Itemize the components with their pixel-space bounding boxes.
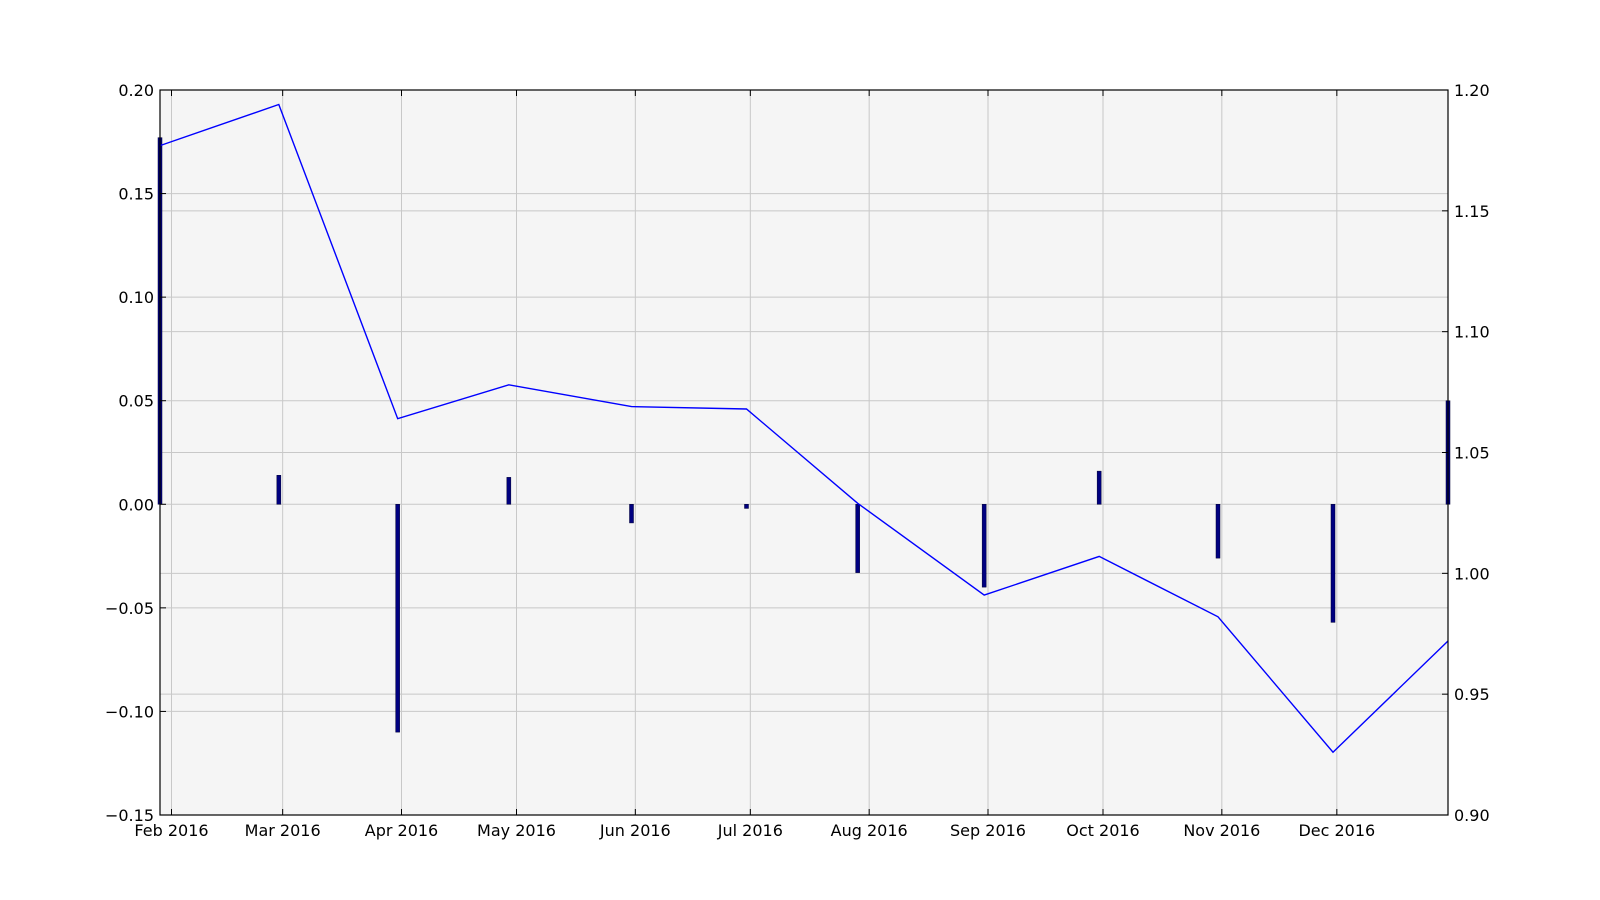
y-left-tick-label: −0.15 bbox=[105, 806, 154, 825]
y-left-tick-label: 0.20 bbox=[118, 81, 154, 100]
x-tick-label: Aug 2016 bbox=[831, 821, 908, 840]
y-right-tick-label: 1.15 bbox=[1454, 202, 1490, 221]
axis-ticks: Feb 2016 Mar 2016 Apr 2016 May 2016 Jun 2016… bbox=[105, 81, 1490, 840]
x-tick-label: Mar 2016 bbox=[245, 821, 321, 840]
bar-7 bbox=[981, 504, 987, 588]
y-left-tick-label: 0.10 bbox=[118, 288, 154, 307]
bar-2 bbox=[395, 504, 400, 733]
line-series bbox=[159, 103, 1449, 754]
y-right-tick-label: 0.90 bbox=[1454, 806, 1490, 825]
y-left-tick-label: 0.15 bbox=[118, 185, 154, 204]
x-tick-label: Jul 2016 bbox=[717, 821, 783, 840]
x-tick-label: Sep 2016 bbox=[950, 821, 1026, 840]
y-right-tick-label: 1.10 bbox=[1454, 323, 1490, 342]
x-tick-label: Oct 2016 bbox=[1066, 821, 1139, 840]
x-tick-label: Nov 2016 bbox=[1183, 821, 1260, 840]
x-tick-label: Feb 2016 bbox=[134, 821, 208, 840]
bar-1 bbox=[276, 475, 282, 505]
bar-6 bbox=[855, 504, 860, 573]
y-left-tick-label: −0.05 bbox=[105, 599, 154, 618]
y-right-tick-label: 0.95 bbox=[1454, 685, 1490, 704]
y-right-tick-label: 1.05 bbox=[1454, 444, 1490, 463]
y-left-tick-label: 0.00 bbox=[118, 495, 154, 514]
y-right-tick-label: 1.00 bbox=[1454, 564, 1490, 583]
y-right-tick-label: 1.20 bbox=[1454, 81, 1490, 100]
x-tick-label: May 2016 bbox=[477, 821, 556, 840]
x-tick-label: Apr 2016 bbox=[365, 821, 438, 840]
bar-8 bbox=[1096, 470, 1102, 505]
x-tick-label: Jun 2016 bbox=[599, 821, 671, 840]
series-line bbox=[159, 103, 1449, 754]
y-left-tick-label: −0.10 bbox=[105, 702, 154, 721]
bar-10 bbox=[1330, 504, 1336, 623]
bar-5 bbox=[744, 504, 749, 509]
bar-4 bbox=[629, 504, 634, 524]
x-tick-label: Dec 2016 bbox=[1298, 821, 1375, 840]
bar-9 bbox=[1215, 504, 1221, 559]
y-left-tick-label: 0.05 bbox=[118, 392, 154, 411]
bar-3 bbox=[506, 477, 512, 505]
